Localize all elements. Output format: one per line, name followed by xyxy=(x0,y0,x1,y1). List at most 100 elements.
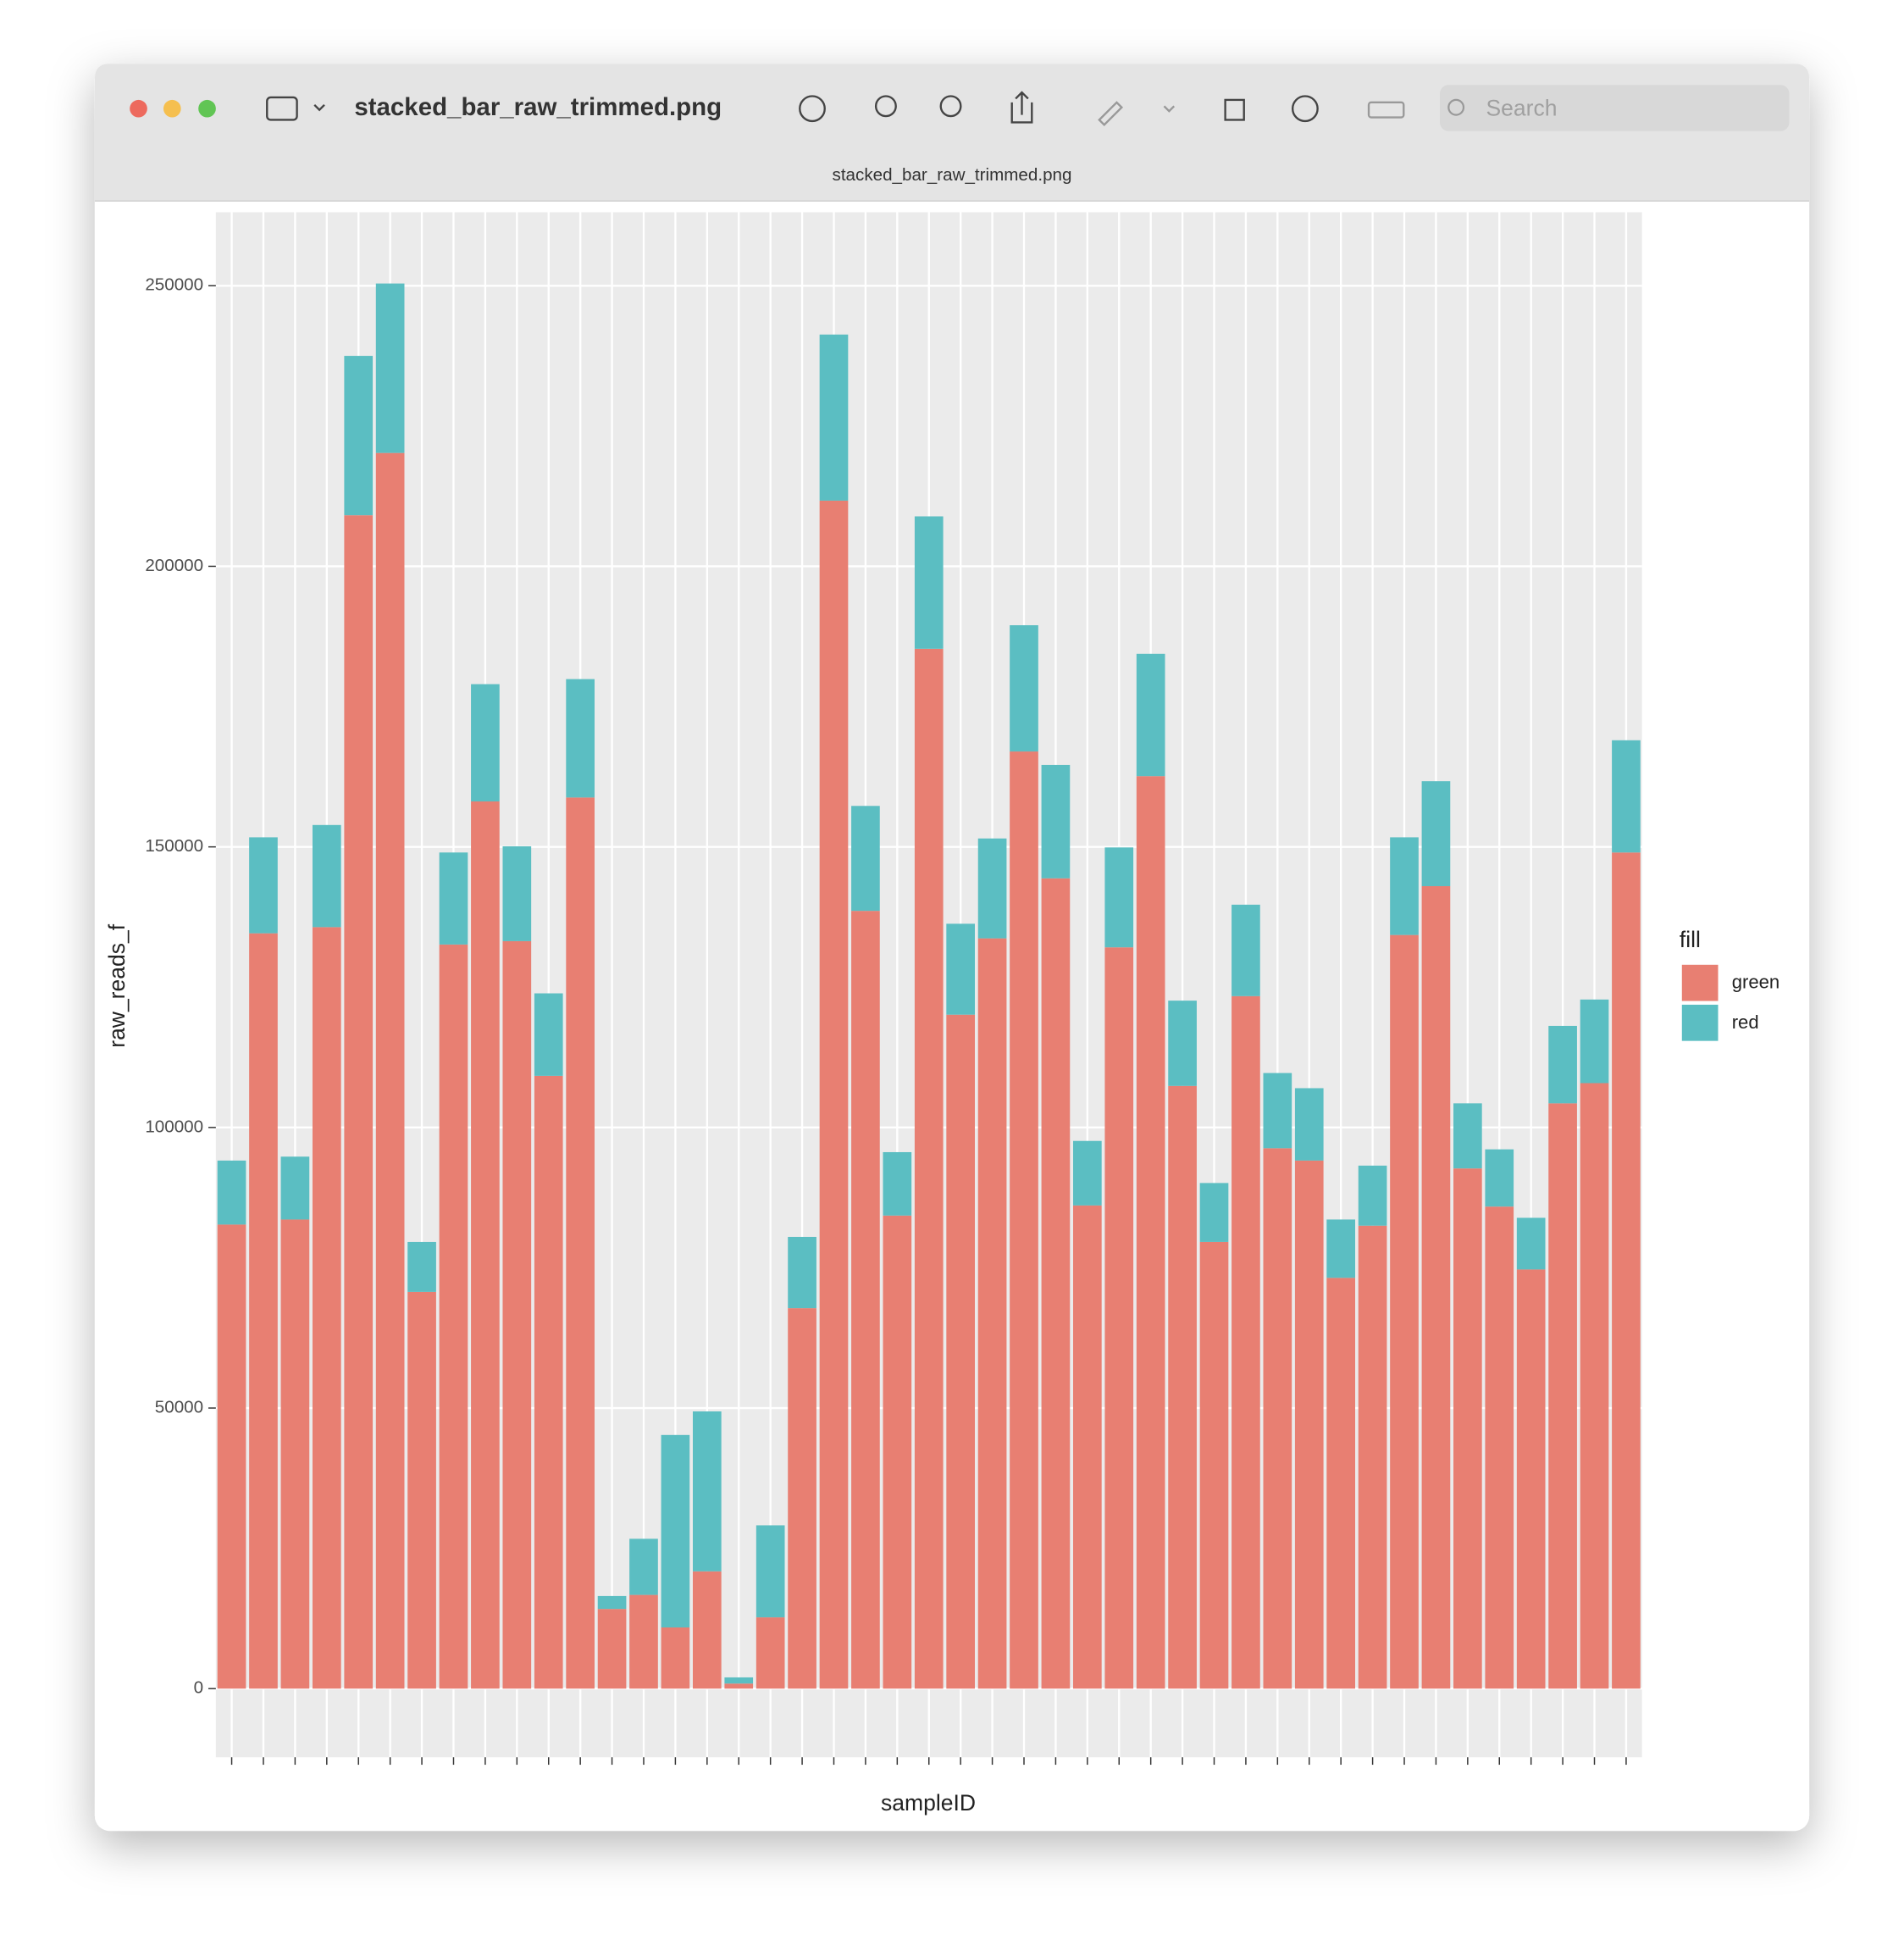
bar-segment xyxy=(502,845,532,941)
legend-title: fill xyxy=(1680,927,1701,952)
bar-segment xyxy=(946,1014,976,1689)
bar-segment xyxy=(788,1236,816,1309)
annotate-button[interactable] xyxy=(1291,95,1319,123)
bar-segment xyxy=(851,806,880,912)
bar-segment xyxy=(1263,1073,1292,1149)
bar-segment xyxy=(566,679,595,798)
sidebar-menu[interactable] xyxy=(313,103,325,112)
bar-segment xyxy=(534,1075,563,1689)
search-field[interactable] xyxy=(1439,85,1790,131)
bar-segment xyxy=(692,1571,722,1689)
bar-segment xyxy=(1516,1269,1546,1689)
bar-segment xyxy=(1294,1160,1324,1689)
bar-segment xyxy=(883,1151,912,1216)
bar-segment xyxy=(1168,1085,1197,1689)
bar-segment xyxy=(1010,625,1038,752)
bar-segment xyxy=(661,1434,690,1628)
bar-segment xyxy=(1580,999,1609,1084)
bar-segment xyxy=(1104,847,1134,948)
bar-segment xyxy=(756,1617,785,1689)
bar-segment xyxy=(1041,764,1071,879)
form-button[interactable] xyxy=(1367,101,1405,119)
bar-segment xyxy=(312,927,341,1689)
bar-segment xyxy=(883,1215,912,1689)
y-tick-label: 250000 xyxy=(145,275,203,295)
bar-segment xyxy=(312,824,341,928)
y-tick-label: 200000 xyxy=(145,556,203,575)
bar-segment xyxy=(1485,1206,1514,1689)
bar-segment xyxy=(1548,1103,1577,1689)
bar-segment xyxy=(217,1160,246,1225)
bar-segment xyxy=(788,1308,816,1689)
legend-key xyxy=(1681,1004,1719,1041)
bar-segment xyxy=(217,1224,246,1689)
zoom-button[interactable] xyxy=(198,99,216,118)
search-icon xyxy=(1447,98,1465,116)
bar-segment xyxy=(502,940,532,1689)
markup-menu[interactable] xyxy=(1163,105,1176,113)
bar-segment xyxy=(819,500,849,1689)
bar-segment xyxy=(1326,1219,1356,1278)
bar-segment xyxy=(1421,886,1451,1689)
bar-segment xyxy=(629,1594,658,1689)
search-placeholder: Search xyxy=(1486,96,1558,121)
bar-segment xyxy=(1041,878,1071,1689)
bar-segment xyxy=(977,838,1007,939)
window-title: stacked_bar_raw_trimmed.png xyxy=(354,93,722,121)
bar-segment xyxy=(914,516,944,649)
close-button[interactable] xyxy=(130,99,147,118)
bar-segment xyxy=(1294,1088,1324,1161)
bar-segment xyxy=(724,1683,754,1689)
bar-segment xyxy=(1390,934,1419,1689)
y-tick-label: 150000 xyxy=(145,836,203,856)
legend-label: red xyxy=(1732,1012,1759,1033)
bar-segment xyxy=(1263,1148,1292,1689)
legend-label: green xyxy=(1732,972,1779,993)
bar-segment xyxy=(439,944,468,1689)
bar-segment xyxy=(692,1411,722,1572)
bar-segment xyxy=(1548,1025,1577,1104)
bar-segment xyxy=(1326,1278,1356,1689)
share-button[interactable] xyxy=(1010,91,1033,124)
bar-segment xyxy=(914,648,944,1689)
minimize-button[interactable] xyxy=(163,99,181,118)
bar-segment xyxy=(1612,852,1641,1689)
bar-segment xyxy=(1421,781,1451,887)
zoom-out-button[interactable] xyxy=(874,95,897,118)
bar-segment xyxy=(407,1241,436,1292)
info-button[interactable] xyxy=(799,95,826,123)
y-tick-label: 50000 xyxy=(155,1397,203,1416)
bar-segment xyxy=(977,938,1007,1689)
bar-segment xyxy=(471,684,500,801)
bar-segment xyxy=(1232,995,1260,1689)
bar-segment xyxy=(756,1525,785,1618)
bar-segment xyxy=(1453,1168,1482,1689)
bar-segment xyxy=(1516,1217,1546,1270)
sidebar-button[interactable] xyxy=(266,96,298,121)
bar-segment xyxy=(1390,837,1419,935)
bar-segment xyxy=(471,801,500,1689)
bar-segment xyxy=(1136,653,1165,777)
markup-button[interactable] xyxy=(1098,101,1124,127)
bar-segment xyxy=(249,933,278,1689)
bar-segment xyxy=(1010,751,1038,1689)
bar-segment xyxy=(1358,1225,1387,1689)
bar-segment xyxy=(344,356,374,516)
chart: 0 50000 100000 150000 200000 250000 xyxy=(145,212,1642,1766)
bar-segment xyxy=(1168,1001,1197,1086)
bar-segment xyxy=(1072,1140,1102,1206)
bar-segment xyxy=(1232,904,1260,996)
bar-segment xyxy=(280,1219,310,1689)
zoom-in-button[interactable] xyxy=(939,95,962,118)
rotate-button[interactable] xyxy=(1224,98,1245,121)
bar-segment xyxy=(344,515,374,1689)
bar-segment xyxy=(1612,740,1641,853)
y-axis-title: raw_reads_f xyxy=(104,923,130,1047)
bar-segment xyxy=(597,1609,627,1689)
toolbar xyxy=(94,64,1810,202)
bar-segment xyxy=(1104,947,1134,1689)
bar-segment xyxy=(1485,1149,1514,1207)
bar-segment xyxy=(1453,1103,1482,1169)
bar-segment xyxy=(851,911,880,1689)
